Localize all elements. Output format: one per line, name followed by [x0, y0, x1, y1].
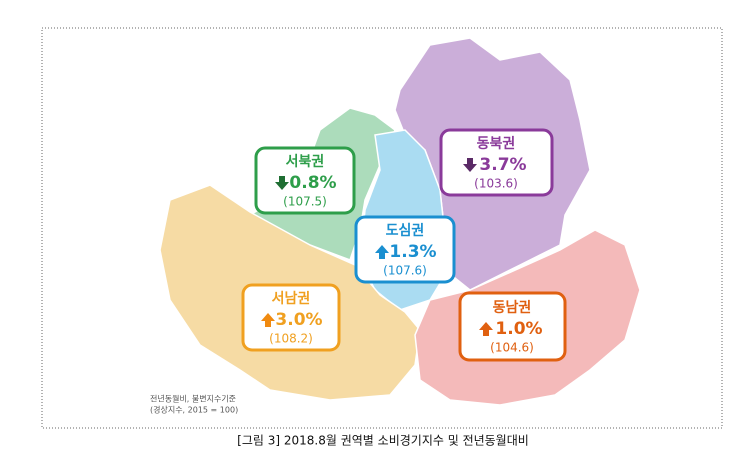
region-name: 동북권	[477, 136, 516, 152]
region-change: 1.3%	[389, 242, 436, 262]
region-name: 서북권	[286, 154, 325, 170]
label-dosim: 도심권 1.3% (107.6)	[354, 215, 456, 284]
label-dongbuk: 동북권 3.7% (103.6)	[439, 128, 554, 197]
note: 전년동월비, 불변지수기준	[150, 394, 236, 404]
label-dongnam: 동남권 1.0% (104.6)	[458, 291, 567, 362]
region-change: 3.0%	[275, 310, 322, 330]
label-seonam: 서남권 3.0% (108.2)	[241, 283, 341, 352]
caption: [그림 3] 2018.8월 권역별 소비경기지수 및 전년동월대비	[237, 434, 529, 448]
arrow-down	[275, 176, 289, 190]
region-change: 3.7%	[479, 155, 526, 175]
frame	[41, 27, 723, 429]
region-name: 동남권	[493, 299, 532, 316]
region-index: (107.6)	[383, 264, 427, 278]
region-index: (107.5)	[283, 195, 327, 209]
region-change: 0.8%	[289, 173, 336, 193]
arrow-up	[261, 313, 275, 327]
arrow-up	[479, 322, 493, 336]
region-index: (103.6)	[474, 177, 518, 191]
region-index: (108.2)	[269, 332, 313, 346]
arrow-up	[375, 245, 389, 259]
note: (경상지수, 2015 = 100)	[150, 405, 238, 415]
region-change: 1.0%	[495, 319, 542, 339]
arrow-down	[463, 158, 477, 172]
region-name: 서남권	[272, 290, 311, 307]
region-name: 도심권	[386, 223, 425, 239]
region-index: (104.6)	[490, 341, 534, 355]
label-seobuk: 서북권 0.8% (107.5)	[254, 146, 356, 215]
